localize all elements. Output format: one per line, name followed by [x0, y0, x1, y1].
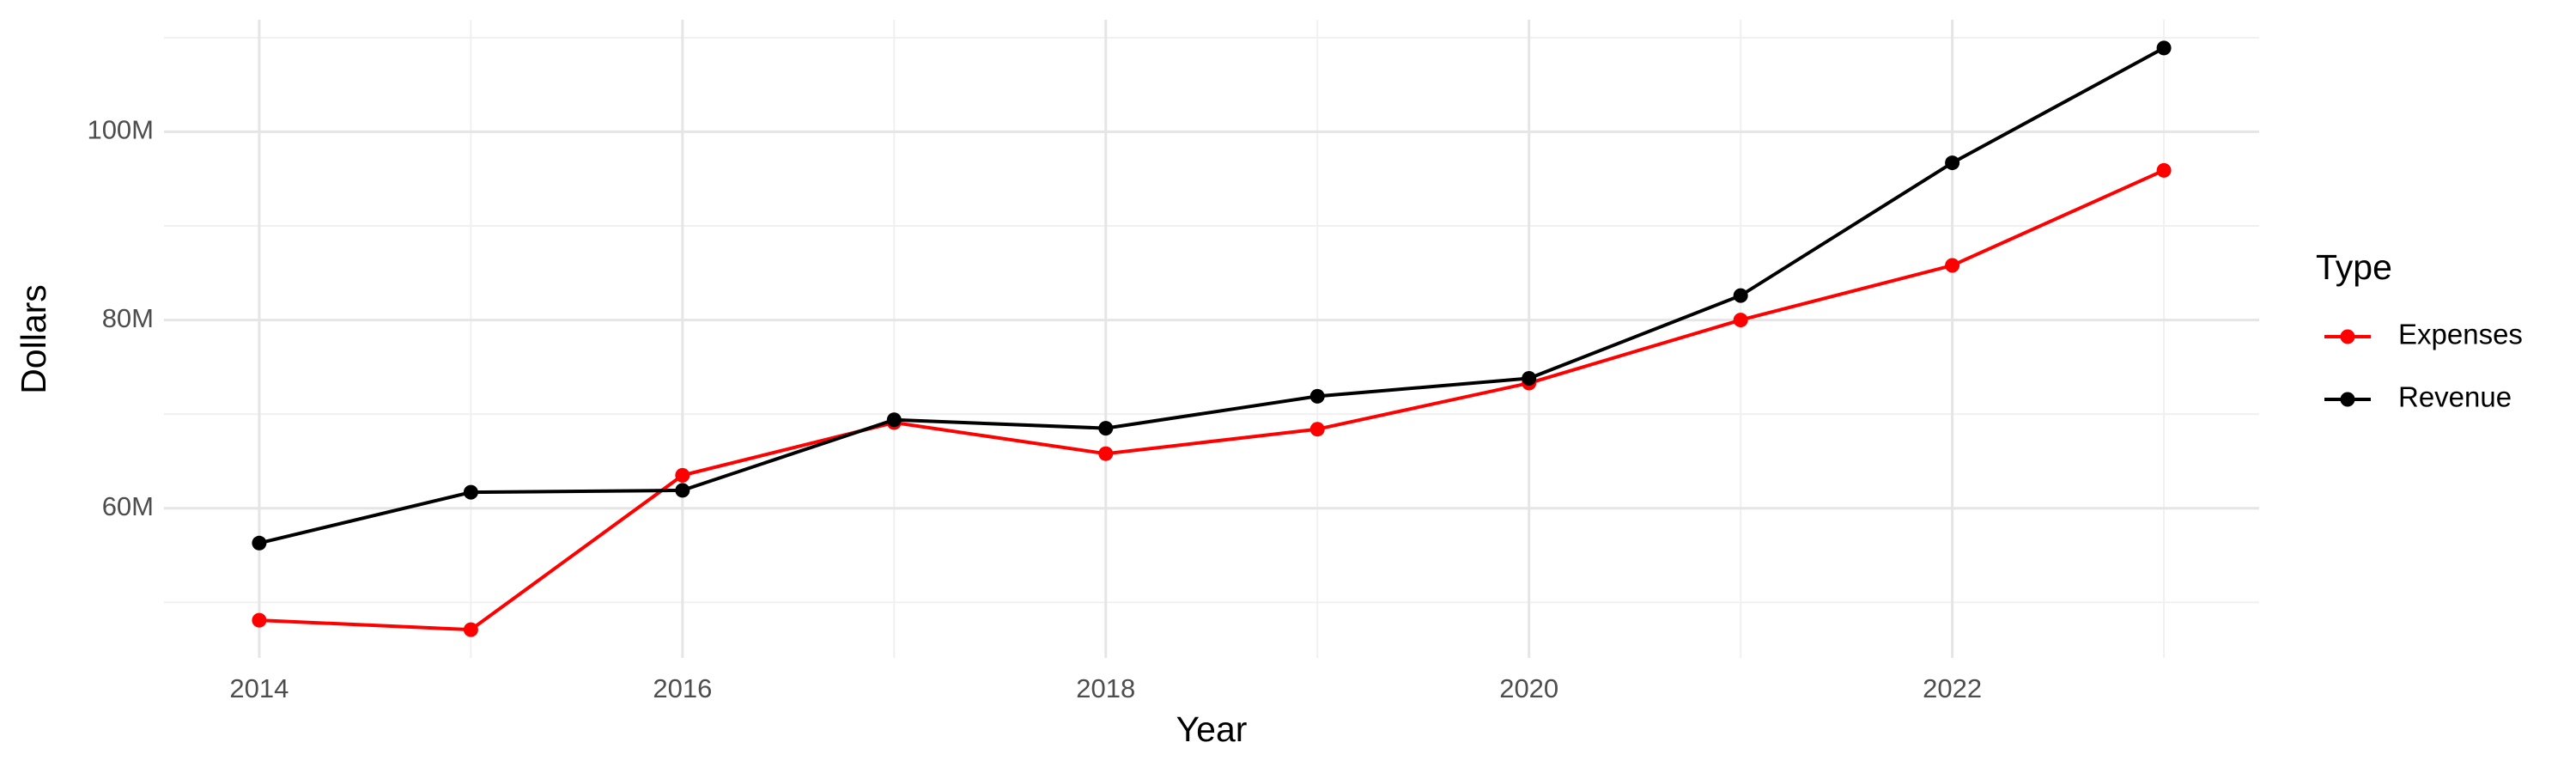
data-point — [2156, 40, 2172, 56]
x-tick-label: 2022 — [1923, 673, 1982, 703]
y-tick-label: 100M — [87, 115, 154, 145]
data-point — [1098, 446, 1114, 461]
legend-title: Type — [2316, 247, 2392, 287]
data-point — [1309, 388, 1325, 404]
data-point — [675, 483, 690, 498]
y-axis-title: Dollars — [14, 284, 53, 394]
data-point — [1522, 371, 1537, 386]
data-point — [886, 412, 902, 428]
x-tick-label: 2018 — [1076, 673, 1135, 703]
data-point — [1945, 155, 1960, 171]
data-point — [2156, 162, 2172, 178]
y-tick-label: 80M — [102, 303, 154, 333]
x-tick-label: 2016 — [653, 673, 712, 703]
x-axis-title: Year — [1176, 709, 1248, 749]
x-tick-label: 2020 — [1499, 673, 1558, 703]
data-point — [1945, 258, 1960, 273]
data-point — [1309, 422, 1325, 437]
legend-label: Revenue — [2398, 381, 2512, 413]
data-point — [463, 484, 478, 500]
data-point — [1733, 313, 1748, 328]
series-line — [258, 46, 2166, 545]
data-point — [252, 535, 267, 551]
legend-key-point — [2340, 392, 2355, 407]
legend-label: Expenses — [2398, 319, 2523, 350]
data-point — [252, 612, 267, 628]
x-tick-label: 2014 — [229, 673, 289, 703]
data-point — [675, 467, 690, 483]
data-point — [463, 622, 478, 637]
data-point — [1733, 288, 1748, 303]
data-point — [1098, 421, 1114, 436]
series-line — [258, 168, 2165, 632]
legend-key-point — [2340, 329, 2355, 344]
y-tick-label: 60M — [102, 491, 154, 521]
